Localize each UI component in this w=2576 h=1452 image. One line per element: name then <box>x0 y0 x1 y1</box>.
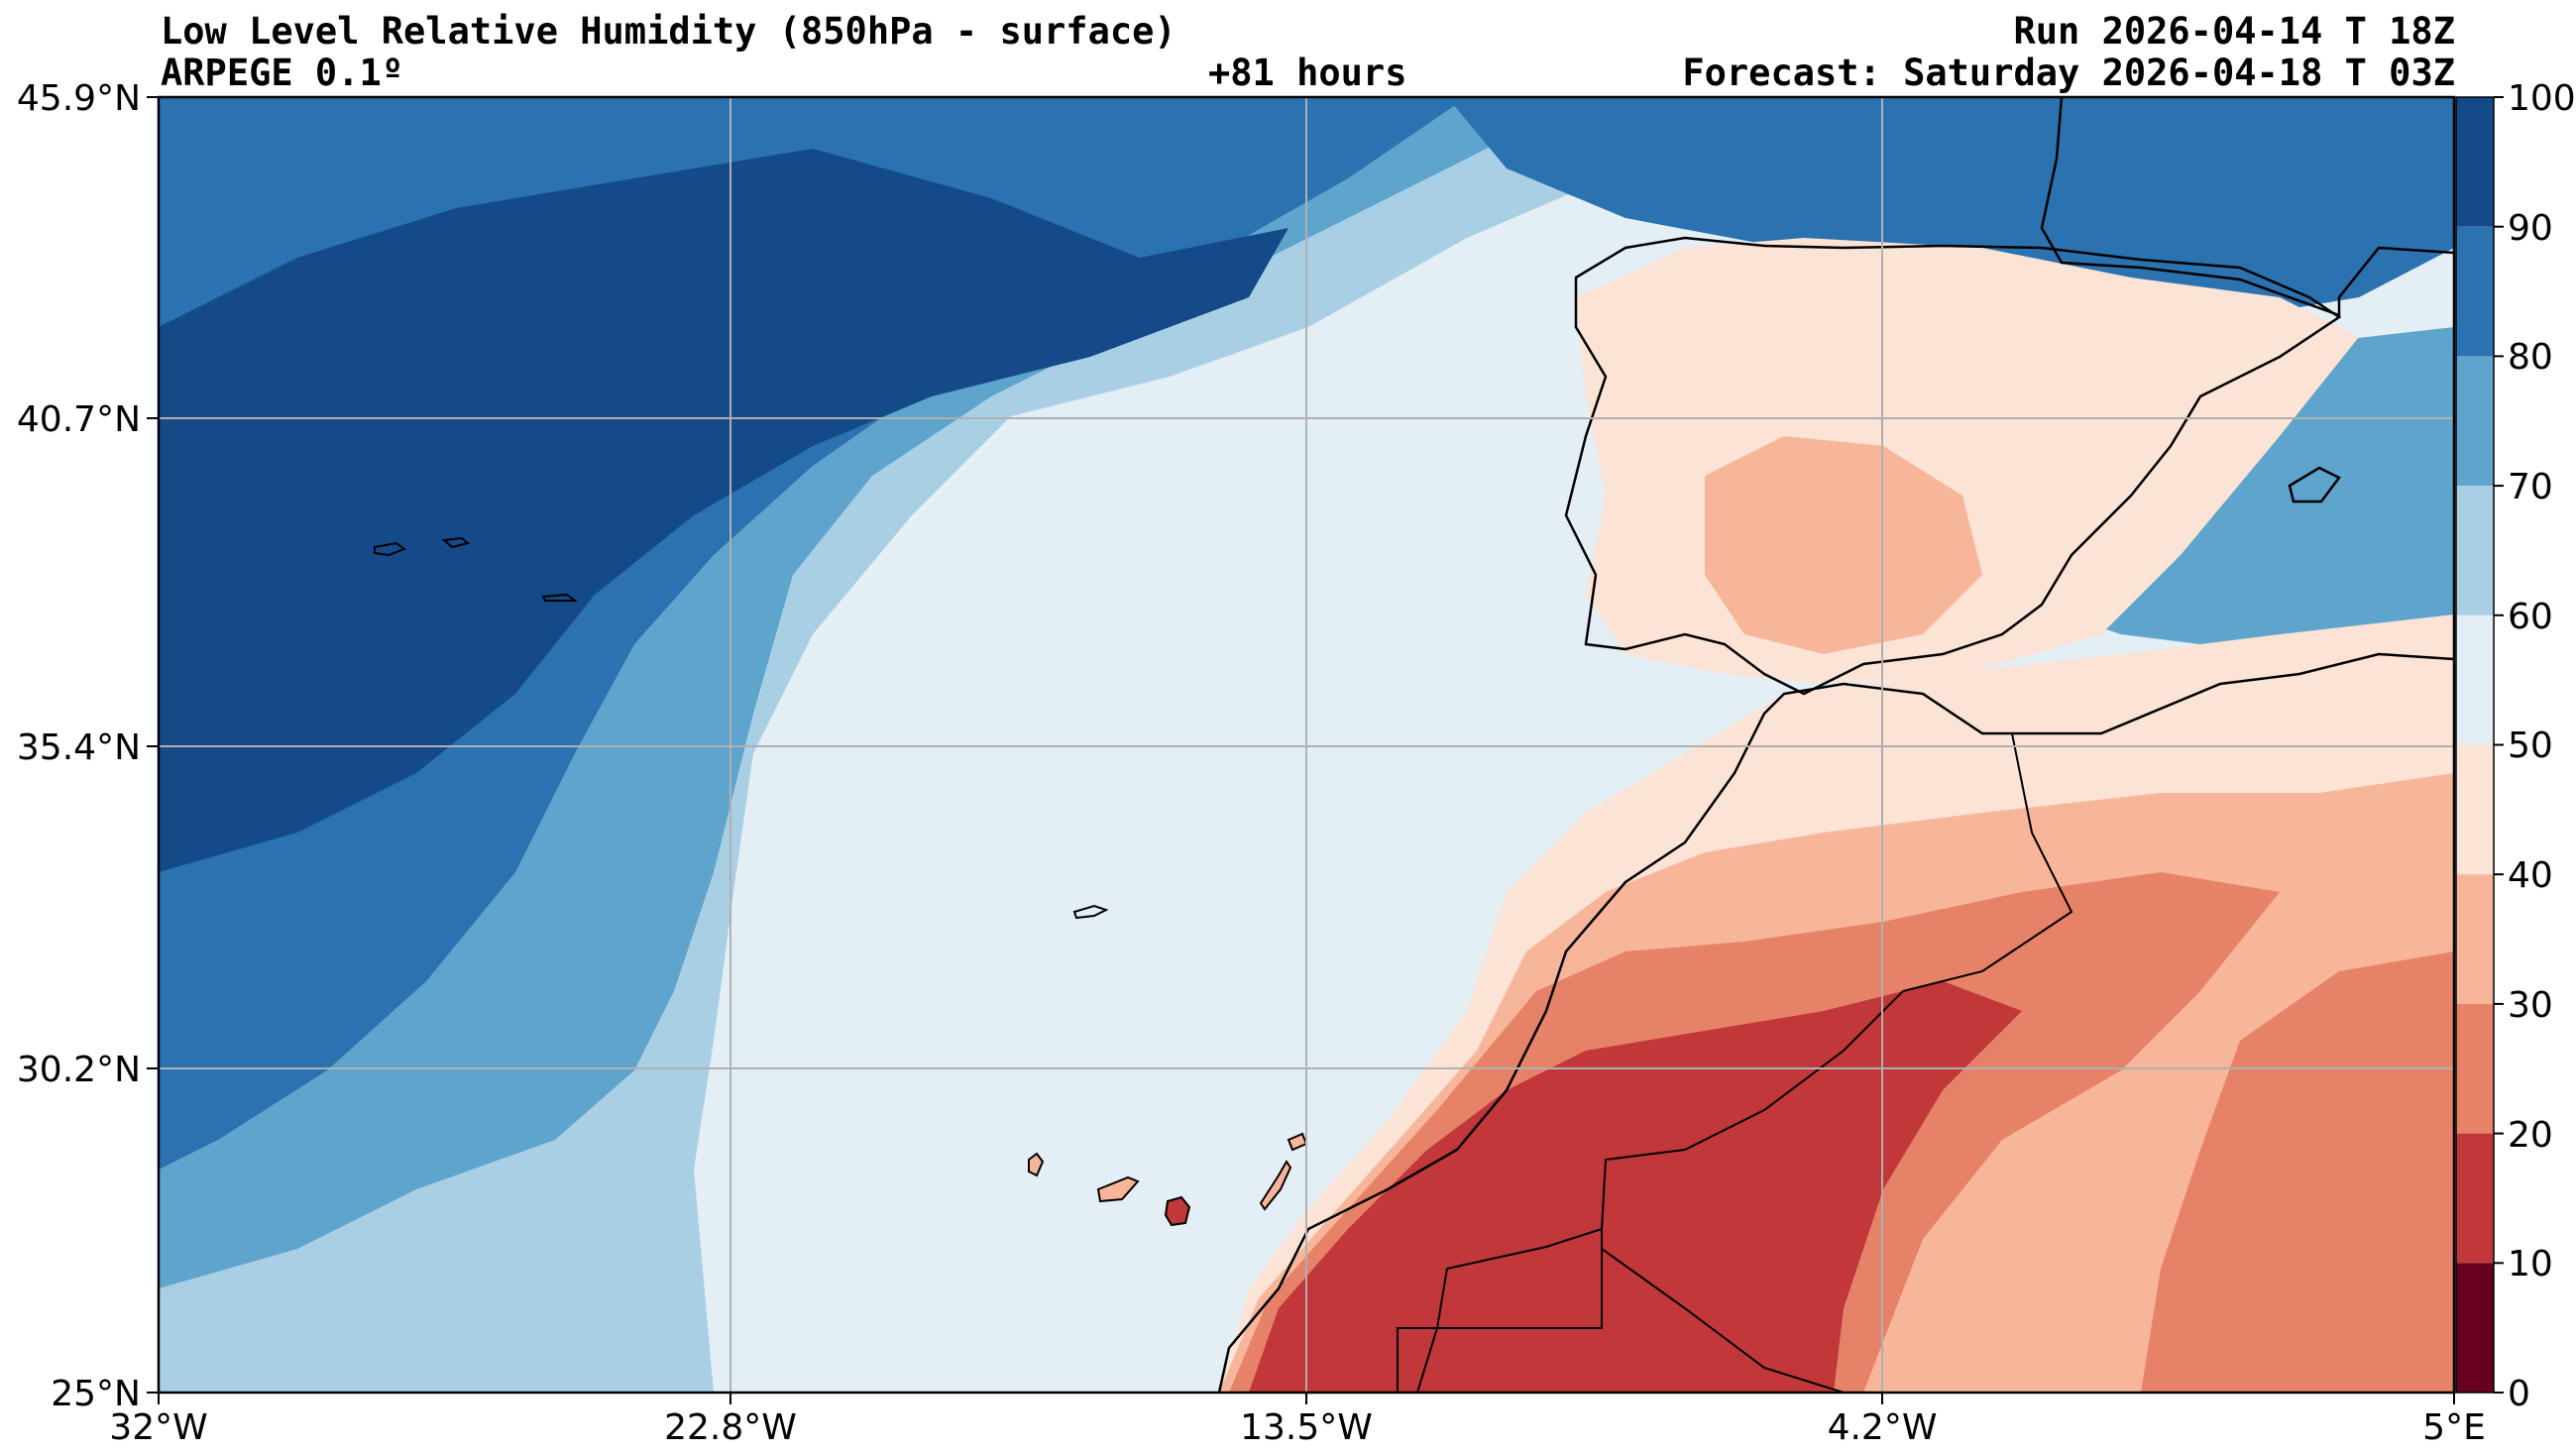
colorbar-segment-70-80 <box>2456 356 2494 487</box>
colorbar-label: 60 <box>2508 597 2553 637</box>
border-western-sahara <box>1397 1229 1603 1393</box>
coastline-africa <box>1217 652 2454 1393</box>
colorbar-segment-60-70 <box>2456 486 2494 615</box>
very-dry-zone-east <box>2141 951 2454 1393</box>
colorbar-label: 80 <box>2508 337 2553 378</box>
island-fuerteventura <box>1259 1160 1292 1211</box>
lat-axis: 45.9°N 40.7°N 35.4°N 30.2°N 25°N <box>17 78 159 1414</box>
colorbar-label: 0 <box>2508 1374 2530 1414</box>
colorbar-label: 40 <box>2508 855 2553 896</box>
island-azores-2 <box>441 536 471 549</box>
colorbar: 100 90 80 70 60 50 40 30 20 10 0 <box>2455 78 2576 1414</box>
gridlines <box>159 97 2454 1393</box>
coastline-france <box>2040 97 2454 317</box>
colorbar-label: 100 <box>2508 78 2576 119</box>
drier-zone-iberia <box>1705 436 1982 654</box>
lat-tick-label: 25°N <box>51 1374 141 1414</box>
colorbar-segment-90-100 <box>2456 97 2494 227</box>
colorbar-segment-20-30 <box>2456 1003 2494 1134</box>
map-title: Low Level Relative Humidity (850hPa - su… <box>161 10 1176 53</box>
island-azores-1 <box>374 541 407 557</box>
colorbar-segment-80-90 <box>2456 226 2494 357</box>
coastline-iberia <box>1564 236 2342 696</box>
colorbar-segment-50-60 <box>2456 614 2494 745</box>
border-morocco-algeria <box>1416 732 2073 1393</box>
lon-tick-label: 32°W <box>109 1407 207 1448</box>
lat-tick-label: 45.9°N <box>17 78 141 119</box>
lat-tick-label: 35.4°N <box>17 727 141 768</box>
border-mauritania <box>1601 1248 1845 1393</box>
colorbar-label: 20 <box>2508 1115 2553 1156</box>
lon-tick-label: 13.5°W <box>1240 1407 1373 1448</box>
colorbar-segment-40-50 <box>2456 744 2494 875</box>
lon-tick-label: 5°E <box>2422 1407 2486 1448</box>
island-azores-3 <box>541 593 578 602</box>
colorbar-segment-0-10 <box>2456 1263 2494 1393</box>
very-humid-core <box>159 149 1288 872</box>
humid-zone-north <box>1447 97 2454 317</box>
model-label: ARPEGE 0.1º <box>161 52 404 94</box>
arid-zone-sahara <box>1249 981 2022 1393</box>
colorbar-label: 30 <box>2508 985 2553 1026</box>
lon-tick-label: 4.2°W <box>1828 1407 1938 1448</box>
colorbar-label: 50 <box>2508 726 2553 766</box>
lat-tick-label: 30.2°N <box>17 1050 141 1090</box>
run-label: Run 2026-04-14 T 18Z <box>2013 10 2455 53</box>
colorbar-label: 70 <box>2508 467 2553 507</box>
island-tenerife <box>1096 1175 1140 1203</box>
island-la-palma <box>1028 1152 1045 1177</box>
lon-tick-label: 22.8°W <box>664 1407 797 1448</box>
coastline-balearics <box>2288 466 2341 503</box>
colorbar-segment-10-20 <box>2456 1133 2494 1264</box>
lat-tick-label: 40.7°N <box>17 399 141 440</box>
island-madeira <box>1072 904 1109 920</box>
colorbar-label: 90 <box>2508 208 2553 249</box>
colorbar-segment-30-40 <box>2456 874 2494 1004</box>
forecast-time-label: Forecast: Saturday 2026-04-18 T 03Z <box>1682 52 2455 94</box>
colorbar-label: 10 <box>2508 1244 2553 1284</box>
lead-time-label: +81 hours <box>1208 52 1407 94</box>
lon-axis: 32°W 22.8°W 13.5°W 4.2°W 5°E <box>109 1393 2486 1448</box>
island-gran-canaria <box>1164 1195 1191 1227</box>
